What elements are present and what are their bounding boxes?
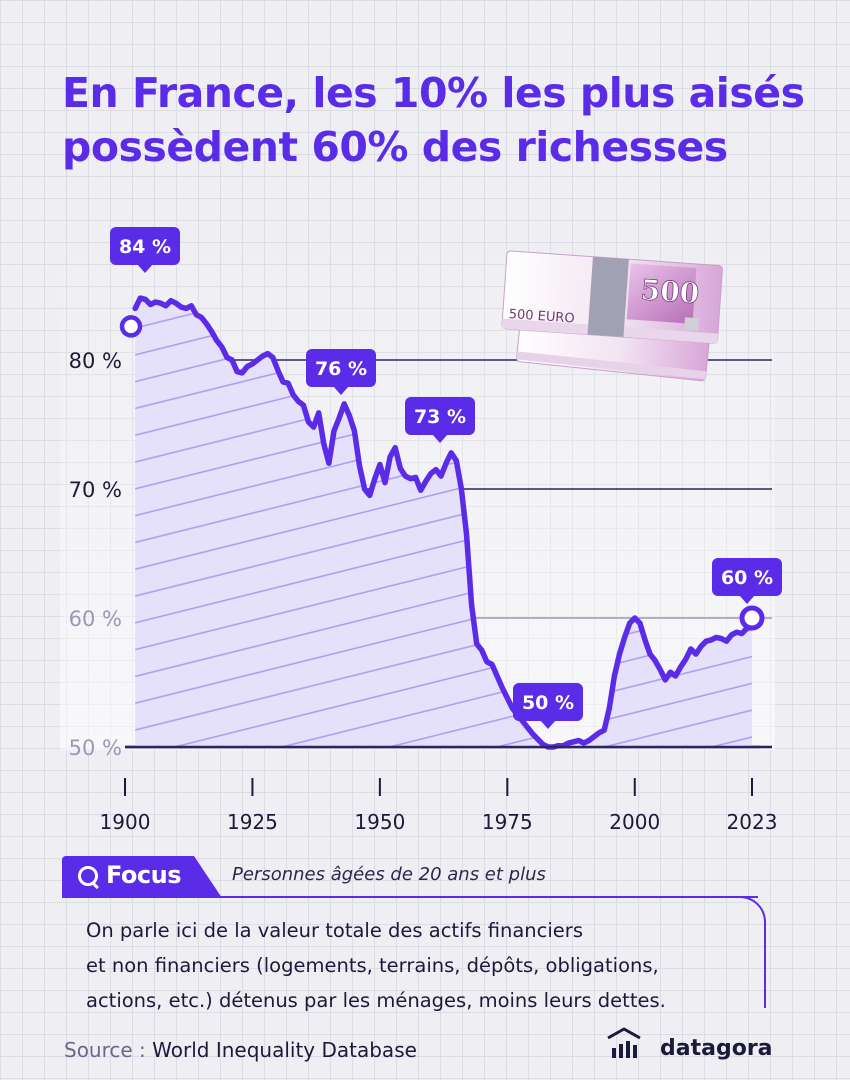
focus-line-1: On parle ici de la valeur totale des act… bbox=[86, 919, 583, 942]
banknote-small-value: 500 EURO bbox=[508, 307, 575, 327]
banknote-hologram bbox=[684, 317, 699, 331]
x-tick-label: 1925 bbox=[227, 810, 278, 834]
x-tick-label: 2023 bbox=[727, 810, 778, 834]
brand-name: datagora bbox=[660, 1036, 773, 1061]
banknote-bundle-front: 500 500 EURO bbox=[501, 250, 723, 344]
x-tick-label: 1950 bbox=[354, 810, 405, 834]
callout-pointer bbox=[333, 386, 349, 395]
callout-label: 50 % bbox=[522, 692, 574, 714]
y-tick-label: 80 % bbox=[69, 349, 122, 373]
y-tick-label: 70 % bbox=[69, 478, 122, 502]
source-note: Source : World Inequality Database bbox=[64, 1038, 417, 1062]
x-tick-label: 2000 bbox=[609, 810, 660, 834]
focus-line-2: et non financiers (logements, terrains, … bbox=[86, 954, 659, 977]
series-line bbox=[132, 295, 755, 750]
callout-pointer bbox=[540, 720, 556, 729]
x-tick-label: 1900 bbox=[100, 810, 151, 834]
callout-pointer bbox=[137, 264, 153, 273]
focus-subtitle: Personnes âgées de 20 ans et plus bbox=[232, 864, 546, 885]
chart-title: En France, les 10% les plus aisés possèd… bbox=[62, 69, 805, 171]
callout-pointer bbox=[432, 434, 448, 443]
callout-2023: 60 % bbox=[712, 558, 782, 604]
y-tick-label: 60 % bbox=[69, 607, 122, 631]
callout-1964: 73 % bbox=[405, 397, 475, 443]
banknote-value: 500 bbox=[640, 273, 701, 310]
banknote-stack-illustration: 500 500 EURO bbox=[501, 250, 723, 382]
callout-box bbox=[110, 227, 180, 265]
callout-box bbox=[306, 349, 376, 387]
callout-1905: 84 % bbox=[110, 227, 180, 273]
source-key: Source : bbox=[64, 1038, 146, 1062]
focus-body: On parle ici de la valeur totale des act… bbox=[86, 913, 756, 1018]
banknote-band bbox=[587, 256, 629, 338]
callout-1984: 50 % bbox=[513, 683, 583, 729]
focus-label: Focus bbox=[106, 861, 182, 889]
area-fill bbox=[135, 298, 752, 747]
end-marker bbox=[739, 605, 765, 631]
callout-box bbox=[712, 558, 782, 596]
callout-pointer bbox=[739, 595, 755, 604]
focus-divider bbox=[62, 896, 758, 898]
search-icon bbox=[78, 866, 98, 886]
y-tick-label: 50 % bbox=[69, 736, 122, 760]
building-bars-icon bbox=[607, 1027, 641, 1058]
callout-label: 84 % bbox=[119, 236, 171, 258]
banknote-edge bbox=[516, 351, 707, 380]
focus-line-3: actions, etc.) détenus par les ménages, … bbox=[86, 989, 666, 1012]
callout-label: 60 % bbox=[721, 567, 773, 589]
callout-box bbox=[513, 683, 583, 721]
source-value: World Inequality Database bbox=[152, 1038, 417, 1062]
callout-1943: 76 % bbox=[306, 349, 376, 395]
callout-box bbox=[405, 397, 475, 435]
x-tick-label: 1975 bbox=[482, 810, 533, 834]
callout-label: 73 % bbox=[414, 406, 466, 428]
callout-label: 76 % bbox=[315, 358, 367, 380]
banknote-panel bbox=[626, 263, 697, 324]
start-marker bbox=[119, 315, 143, 338]
